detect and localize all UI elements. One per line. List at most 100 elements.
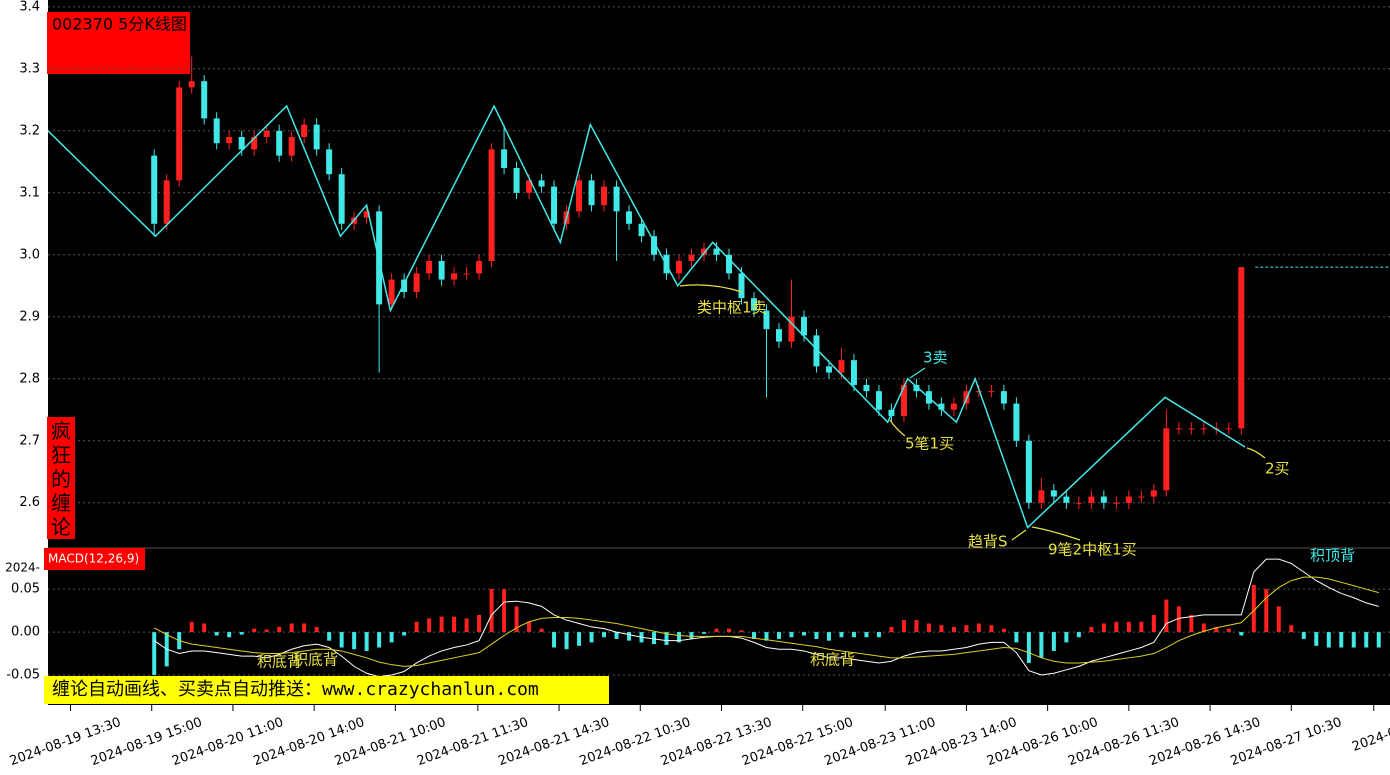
annotation: 5笔1买 [905, 435, 954, 453]
y-tick-label: 2.9 [19, 309, 40, 324]
candle-body [388, 279, 395, 305]
title-box [47, 12, 190, 74]
y-tick-label: 3.0 [19, 247, 40, 262]
candle-body [775, 329, 782, 342]
annotation: 2买 [1265, 460, 1290, 478]
candle-body [676, 260, 683, 274]
candle-body [288, 137, 295, 156]
candle-body [401, 279, 408, 292]
candle-body [426, 260, 433, 274]
annotation-arrow [679, 284, 743, 293]
candle-body [750, 298, 757, 311]
candle-body [701, 248, 708, 255]
candle-body [1013, 403, 1020, 441]
candle-body [1175, 428, 1182, 430]
y-tick-label: 2.8 [19, 371, 40, 386]
y-tick-label: 2.7 [19, 433, 40, 448]
candle-body [1088, 496, 1095, 503]
macd-dif [153, 558, 1379, 678]
macd-annotation: 积底背 [257, 653, 302, 671]
candle-body [263, 130, 270, 137]
candle-body [301, 124, 308, 137]
candle-body [151, 155, 158, 224]
candle-body [1038, 490, 1045, 503]
candle-body [363, 211, 370, 218]
candle-body [651, 236, 658, 255]
side-label: 疯狂的缠论 [47, 417, 75, 539]
candle-body [451, 273, 458, 280]
macd-annotation: 积底背 [293, 651, 338, 669]
candle-body [1025, 440, 1032, 503]
candle-body [850, 360, 857, 385]
candle-body [413, 273, 420, 292]
candle-body [488, 149, 495, 261]
macd-annotation: 积顶背 [1310, 547, 1355, 565]
candle-body [313, 124, 320, 150]
annotation: 3卖 [923, 349, 948, 367]
candle-body [188, 81, 195, 88]
candle-body [838, 360, 845, 373]
candle-body [238, 137, 245, 150]
candle-body [213, 118, 220, 144]
candle-body [900, 384, 907, 416]
candle-body [1200, 428, 1207, 430]
annotation-arrow [1011, 529, 1027, 541]
candle-body [538, 180, 545, 187]
candle-body [1238, 267, 1245, 429]
candle-body [626, 211, 633, 224]
candle-body [601, 186, 608, 206]
macd-dea [153, 576, 1379, 667]
candle-body [863, 384, 870, 392]
candle-body [276, 130, 283, 156]
candle-body [713, 248, 720, 255]
candle-body [338, 174, 345, 224]
candle-body [638, 223, 645, 237]
candle-body [613, 186, 620, 212]
candle-body [1075, 502, 1082, 504]
candle-body [825, 366, 832, 373]
candle-body [163, 180, 170, 224]
candle-body [688, 254, 695, 261]
candle-body [438, 260, 445, 280]
stroke-line [47, 104, 1246, 529]
y-tick-label: 3.4 [19, 0, 40, 14]
macd-corner-label: 2024- [5, 561, 40, 575]
candle-body [913, 384, 920, 392]
annotation: 9笔2中枢1买 [1048, 541, 1137, 559]
candle-body [1100, 496, 1107, 503]
macd-tick-label: 0.05 [11, 582, 40, 597]
candle-body [1163, 428, 1170, 491]
y-tick-label: 3.1 [19, 185, 40, 200]
candle-body [800, 316, 807, 336]
candle-body [476, 260, 483, 274]
annotation-arrow [1246, 447, 1266, 459]
candle-body [513, 167, 520, 193]
chart-title: 002370 5分K线图 [52, 15, 187, 34]
candle-body [950, 403, 957, 410]
candle-body [526, 180, 533, 193]
macd-tick-label: 0.00 [11, 625, 40, 640]
annotation-arrow [889, 419, 906, 437]
candle-body [813, 335, 820, 367]
candle-body [1113, 502, 1120, 504]
candle-body [463, 273, 470, 275]
candle-body [1188, 428, 1195, 430]
candle-body [326, 149, 333, 175]
macd-tick-label: -0.05 [6, 667, 40, 682]
candle-body [725, 254, 732, 274]
candle-body [176, 87, 183, 181]
candle-body [588, 180, 595, 206]
annotation: 类中枢1卖 [697, 299, 767, 317]
candle-body [251, 137, 258, 150]
candle-body [1000, 391, 1007, 404]
candle-body [788, 316, 795, 342]
y-tick-label: 3.3 [19, 61, 40, 76]
candle-body [1138, 496, 1145, 498]
candle-body [201, 81, 208, 119]
x-tick-label: 2024-08-27 [1350, 715, 1390, 755]
candle-body [576, 180, 583, 212]
plot-background [48, 0, 1390, 705]
annotation-arrow [909, 367, 926, 379]
macd-title: MACD(12,26,9) [48, 552, 139, 566]
